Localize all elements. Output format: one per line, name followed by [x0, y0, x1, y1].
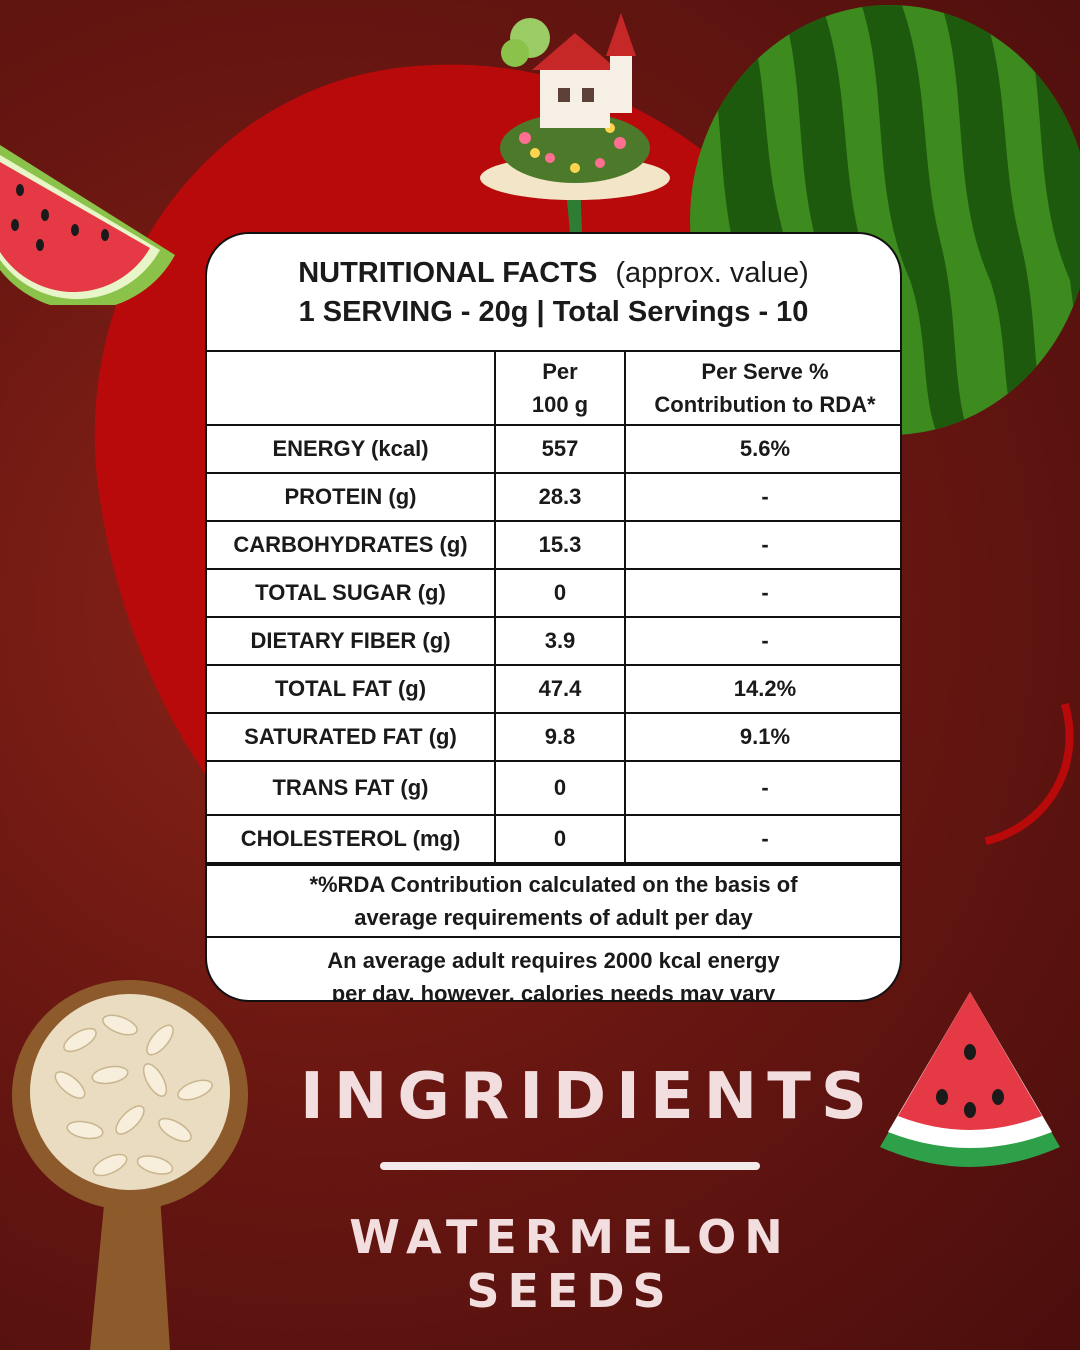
nutrient-name: PROTEIN (g) [207, 472, 496, 522]
nutrient-name: ENERGY (kcal) [207, 424, 496, 474]
rda-value: 14.2% [624, 664, 900, 714]
table-header-empty [207, 350, 496, 426]
table-row: TRANS FAT (g) 0- [207, 760, 900, 816]
rda-value: 5.6% [624, 424, 900, 474]
serving-info: 1 SERVING - 20g | Total Servings - 10 [298, 296, 809, 328]
nutrient-name: CHOLESTEROL (mg) [207, 814, 496, 864]
table-row: TOTAL FAT (g) 47.4 14.2% [207, 664, 900, 714]
table-row: SATURATED FAT (g) 9.8 9.1% [207, 712, 900, 762]
adult-note-line: per day, however, calories needs may var… [331, 981, 776, 1002]
table-header-rda: Per Serve % Contribution to RDA* [624, 350, 900, 426]
card-header: NUTRITIONAL FACTS (approx. value) 1 SERV… [207, 234, 900, 350]
nutrition-title-line: NUTRITIONAL FACTS (approx. value) [207, 234, 900, 292]
table-row: CARBOHYDRATES (g) 15.3- [207, 520, 900, 570]
rda-value: 9.1% [624, 712, 900, 762]
rda-value: - [624, 472, 900, 522]
watermelon-wedge-icon [880, 992, 1060, 1167]
table-row: DIETARY FIBER (g) 3.9- [207, 616, 900, 666]
rda-value: - [624, 814, 900, 864]
per100-value: 0 [494, 568, 626, 618]
adult-energy-note: An average adult requires 2000 kcal ener… [207, 936, 900, 1002]
watermelon-slice-icon [0, 145, 175, 305]
per100-value: 47.4 [494, 664, 626, 714]
rda-footnote-line: *%RDA Contribution calculated on the bas… [309, 872, 798, 897]
rda-value: - [624, 616, 900, 666]
table-header-per100: Per 100 g [494, 350, 626, 426]
nutrient-name: TOTAL SUGAR (g) [207, 568, 496, 618]
adult-note-line: An average adult requires 2000 kcal ener… [327, 948, 780, 973]
nutrient-name: CARBOHYDRATES (g) [207, 520, 496, 570]
rda-value: - [624, 520, 900, 570]
nutrient-name: SATURATED FAT (g) [207, 712, 496, 762]
rda-value: - [624, 760, 900, 816]
heading-divider [380, 1162, 760, 1170]
per100-value: 3.9 [494, 616, 626, 666]
rda-footnote-line: average requirements of adult per day [354, 905, 753, 930]
table-row: TOTAL SUGAR (g) 0- [207, 568, 900, 618]
per100-value: 15.3 [494, 520, 626, 570]
rda-value: - [624, 568, 900, 618]
ingredient-name: WATERMELON SEEDS [349, 1210, 791, 1318]
per100-value: 557 [494, 424, 626, 474]
nutrition-table: Per 100 g Per Serve % Contribution to RDA*… [207, 350, 900, 864]
table-row: PROTEIN (g) 28.3- [207, 472, 900, 522]
per100-value: 28.3 [494, 472, 626, 522]
nutrition-title: NUTRITIONAL FACTS [298, 257, 598, 289]
approx-note: (approx. value) [615, 257, 809, 289]
rda-footnote: *%RDA Contribution calculated on the bas… [207, 864, 900, 936]
table-row: ENERGY (kcal) 557 5.6% [207, 424, 900, 474]
ingredients-heading: INGRIDIENTS [300, 1060, 877, 1134]
nutrient-name: DIETARY FIBER (g) [207, 616, 496, 666]
per100-value: 0 [494, 760, 626, 816]
seed-spoon-icon [12, 980, 248, 1350]
nutrition-facts-card: NUTRITIONAL FACTS (approx. value) 1 SERV… [205, 232, 902, 1002]
table-row: CHOLESTEROL (mg) 0- [207, 814, 900, 864]
table-header-row: Per 100 g Per Serve % Contribution to RDA* [207, 350, 900, 426]
nutrient-name: TOTAL FAT (g) [207, 664, 496, 714]
nutrient-name: TRANS FAT (g) [207, 760, 496, 816]
fantasy-house-icon [480, 13, 670, 233]
per100-value: 0 [494, 814, 626, 864]
per100-value: 9.8 [494, 712, 626, 762]
